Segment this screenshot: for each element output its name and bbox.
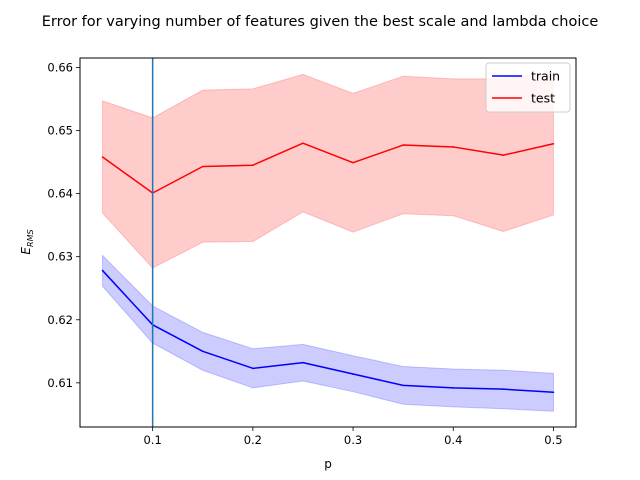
point-train <box>502 388 505 390</box>
point-train <box>552 391 555 394</box>
point-test <box>101 156 104 158</box>
point-train <box>252 367 254 370</box>
line-train <box>101 270 554 394</box>
x-tick-label: 0.3 <box>344 433 362 447</box>
point-test <box>201 165 204 168</box>
y-axis-label: ERMS <box>19 229 35 254</box>
point-train <box>352 373 354 375</box>
x-tick-label: 0.1 <box>143 433 161 447</box>
y-tick-label: 0.63 <box>47 250 73 264</box>
y-axis-ticks: 0.61 0.62 0.63 0.64 0.65 0.66 <box>47 60 80 390</box>
y-axis-label-main: E <box>19 247 33 255</box>
confidence-bands <box>102 71 554 412</box>
legend-label-test: test <box>531 91 555 106</box>
x-axis-ticks: 0.1 0.2 0.3 0.4 0.5 <box>143 427 563 447</box>
x-tick-label: 0.5 <box>544 433 562 447</box>
point-train <box>302 361 304 364</box>
point-train <box>101 269 104 272</box>
x-axis-label: p <box>324 457 332 471</box>
band-train <box>102 254 554 412</box>
chart-title: Error for varying number of features giv… <box>42 14 599 30</box>
line-test <box>102 142 554 194</box>
legend: train test <box>485 62 571 113</box>
point-test <box>402 144 404 146</box>
y-tick-label: 0.65 <box>47 124 73 138</box>
y-tick-label: 0.62 <box>47 313 73 327</box>
x-tick-label: 0.4 <box>444 433 462 447</box>
point-train <box>452 387 455 389</box>
point-train <box>201 350 204 353</box>
y-tick-label: 0.64 <box>47 187 73 201</box>
point-train <box>402 384 404 387</box>
point-test <box>552 142 555 145</box>
y-tick-label: 0.61 <box>47 376 73 390</box>
point-test <box>302 142 304 144</box>
point-test <box>502 154 505 156</box>
plot-frame <box>79 57 577 428</box>
series-lines <box>101 142 555 394</box>
y-axis-label-sub: RMS <box>26 229 35 247</box>
y-tick-label: 0.66 <box>47 60 73 74</box>
point-test <box>452 146 455 148</box>
point-test <box>252 164 254 167</box>
point-test <box>352 161 354 164</box>
band-test <box>102 71 554 269</box>
x-tick-label: 0.2 <box>244 433 262 447</box>
legend-label-train: train <box>531 69 560 84</box>
